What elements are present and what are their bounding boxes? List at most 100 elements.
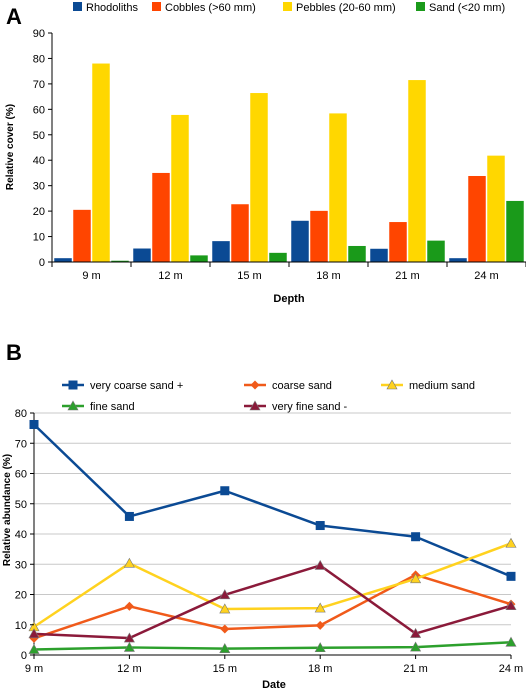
panel-a-label: A [6, 4, 22, 29]
panel-b-data-point [314, 602, 326, 613]
panel-a-legend: Rhodoliths Cobbles (>60 mm) Pebbles (20-60… [73, 2, 505, 14]
panel-a-bar [111, 260, 129, 262]
panel-a-y-tick-label: 80 [33, 53, 45, 65]
panel-a-legend-label: Pebbles (20-60 mm) [296, 2, 396, 14]
panel-b-y-tick-label: 10 [15, 620, 27, 632]
panel-b-legend-label: very coarse sand + [90, 380, 183, 392]
panel-a-bar [250, 93, 268, 262]
panel-b-data-point [123, 632, 135, 643]
panel-a-bar [54, 258, 72, 262]
panel-b: B very coarse sand + coarse sand medium sa… [2, 340, 523, 691]
panel-a-y-tick-label: 70 [33, 79, 45, 91]
panel-b-data-point [505, 636, 517, 647]
panel-b-legend-label: fine sand [90, 401, 135, 413]
panel-a-y-tick-label: 60 [33, 104, 45, 116]
panel-a-bar [231, 204, 249, 262]
panel-a-x-tick-label: 18 m [316, 270, 340, 282]
panel-a: A Rhodoliths Cobbles (>60 mm) Pebbles (20-… [5, 2, 526, 305]
panel-a-bars [54, 63, 524, 263]
panel-a-bar [506, 200, 524, 262]
panel-a-bar [449, 258, 467, 262]
panel-a-bar [370, 248, 388, 262]
panel-a-bar [329, 113, 347, 262]
panel-b-x-tick-label: 12 m [117, 663, 141, 675]
panel-a-axes [51, 33, 526, 263]
panel-b-legend-marker [250, 380, 260, 390]
panel-a-x-axis-label: Depth [273, 293, 304, 305]
panel-a-bar [152, 172, 170, 262]
panel-b-data-point [219, 589, 231, 600]
panel-a-legend-label: Rhodoliths [86, 2, 138, 14]
panel-a-y-tick-label: 0 [39, 257, 45, 269]
panel-a-y-tick-label: 40 [33, 155, 45, 167]
panel-a-bar [73, 209, 91, 262]
panel-b-y-tick-label: 30 [15, 559, 27, 571]
panel-b-series-line [33, 641, 512, 651]
panel-a-bar [291, 220, 309, 262]
panel-b-legend-marker [68, 380, 78, 390]
panel-b-data-point [28, 628, 40, 639]
panel-b-x-axis-label: Date [262, 679, 286, 691]
panel-b-data-point [28, 643, 40, 654]
panel-b-legend-label: very fine sand - [272, 401, 348, 413]
panel-b-data-point [411, 532, 421, 542]
panel-b-y-axis-label: Relative abundance (%) [2, 454, 13, 566]
panel-a-y-tick-label: 20 [33, 206, 45, 218]
panel-a-bar [310, 210, 328, 262]
panel-a-legend-swatch [152, 2, 161, 11]
panel-a-y-tick-label: 50 [33, 130, 45, 142]
panel-a-bar [190, 255, 208, 262]
panel-a-legend-swatch [73, 2, 82, 11]
panel-a-bar [171, 114, 189, 262]
panel-b-x-tick-label: 24 m [499, 663, 523, 675]
panel-a-legend-swatch [283, 2, 292, 11]
panel-b-legend-marker [386, 379, 398, 390]
panel-b-data-point [124, 601, 134, 611]
panel-a-x-ticks: 9 m 12 m 15 m 18 m 21 m 24 m [51, 262, 526, 282]
panel-a-x-tick-label: 21 m [395, 270, 419, 282]
panel-a-bar [389, 222, 407, 262]
panel-a-bar [269, 252, 287, 262]
panel-b-legend: very coarse sand + coarse sand medium sand… [62, 379, 475, 413]
panel-b-legend-marker [249, 400, 261, 411]
panel-b-data-point [29, 419, 39, 429]
panel-b-grid [34, 412, 511, 626]
panel-a-bar [348, 245, 366, 262]
panel-a-y-tick-label: 30 [33, 181, 45, 193]
panel-a-bar [408, 80, 426, 262]
panel-a-bar [468, 175, 486, 262]
panel-b-label: B [6, 340, 22, 365]
panel-b-data-point [314, 559, 326, 570]
panel-b-y-tick-label: 60 [15, 469, 27, 481]
panel-b-y-tick-label: 0 [21, 650, 27, 662]
panel-b-legend-marker [67, 400, 79, 411]
panel-b-series-line [33, 542, 512, 628]
panel-b-y-tick-label: 70 [15, 438, 27, 450]
panel-b-x-tick-label: 9 m [25, 663, 43, 675]
panel-a-x-tick-label: 9 m [82, 270, 100, 282]
panel-b-data-point [410, 627, 422, 638]
panel-a-y-ticks: 0 10 20 30 40 50 60 70 80 90 [33, 28, 52, 269]
panel-b-y-tick-label: 40 [15, 529, 27, 541]
panel-b-data-point [123, 641, 135, 652]
panel-b-data-point [219, 603, 231, 614]
panel-b-series-line [33, 423, 512, 578]
panel-a-bar [92, 63, 110, 263]
panel-b-series-line [33, 564, 512, 640]
panel-b-data-point [314, 642, 326, 653]
panel-b-data-point [410, 641, 422, 652]
panel-a-x-tick-label: 24 m [474, 270, 498, 282]
panel-a-y-axis-label: Relative cover (%) [5, 104, 16, 190]
panel-b-data-point [506, 571, 516, 581]
panel-a-x-tick-label: 12 m [158, 270, 182, 282]
panel-a-bar [133, 248, 151, 262]
panel-a-legend-label: Cobbles (>60 mm) [165, 2, 256, 14]
panel-b-x-tick-label: 21 m [403, 663, 427, 675]
panel-b-y-tick-label: 20 [15, 590, 27, 602]
panel-b-data-point [505, 600, 517, 610]
panel-b-legend-label: coarse sand [272, 380, 332, 392]
panel-a-bar [487, 155, 505, 262]
panel-b-data-point [220, 486, 230, 496]
panel-a-bar [427, 240, 445, 262]
